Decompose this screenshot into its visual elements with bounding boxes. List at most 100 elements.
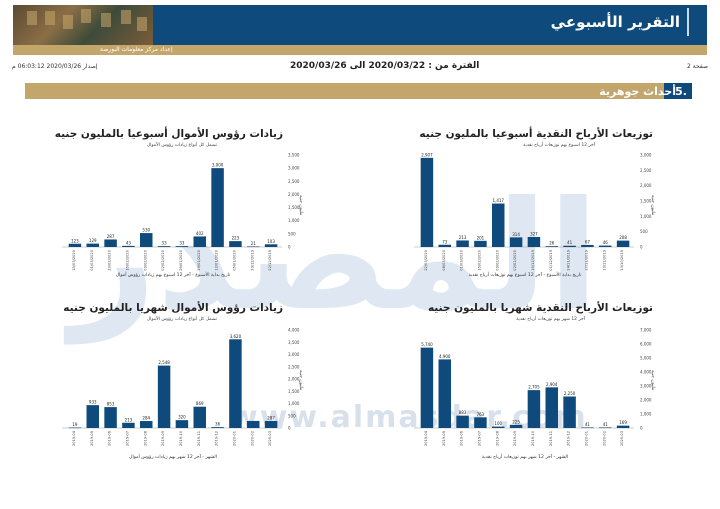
bar-value-label: 287 xyxy=(267,415,275,420)
y-tick-label: 2,000 xyxy=(640,398,652,403)
bar-value-label: 530 xyxy=(142,228,150,233)
bar-value-label: 33 xyxy=(162,241,168,246)
bar-value-label: 36 xyxy=(215,422,221,427)
x-tick-label: 22/12/2019 xyxy=(268,249,272,270)
y-tick-label: 4,000 xyxy=(640,370,652,375)
chart-subtitle: آخر 12 شهر بهم توزيعات أرباح نقدية xyxy=(516,317,585,322)
y-tick-label: 3,000 xyxy=(288,352,300,357)
bar-value-label: 213 xyxy=(125,417,133,422)
x-axis-label: الشهر - آخر 12 شهر بهم توزيعات أرباح نقد… xyxy=(482,453,568,460)
chart-svg: 0 500 1,000 1,500 2,000 2,500 3,000 2,907 22/03/… xyxy=(414,152,652,278)
bar xyxy=(492,203,505,247)
x-tick-label: 2019-12 xyxy=(215,431,219,446)
x-tick-label: 2019-06 xyxy=(108,430,112,446)
x-tick-label: 13/10/2019 xyxy=(620,249,624,270)
bar xyxy=(581,427,594,429)
x-axis-label: الشهر - آخر 12 شهر بهم زيادات رؤوس أموال xyxy=(129,453,217,460)
y-tick-label: 1,000 xyxy=(640,412,652,417)
bar-value-label: 73 xyxy=(442,239,448,244)
bar-value-label: 41 xyxy=(603,422,609,427)
y-tick-label: 2,000 xyxy=(288,377,300,382)
section-number-box xyxy=(664,83,692,99)
bar xyxy=(509,237,523,247)
chart-svg: 0 500 1,000 1,500 2,000 2,500 3,000 3,500 123 15/… xyxy=(62,153,300,278)
x-tick-label: 19/01/2020 xyxy=(197,249,201,270)
y-tick-label: 0 xyxy=(288,426,291,431)
bar-value-label: 2,705 xyxy=(528,385,540,390)
bar-value-label: 287 xyxy=(107,234,115,239)
bar-value-label: 41 xyxy=(585,422,591,427)
bar-value-label: 402 xyxy=(196,231,204,236)
bar xyxy=(545,246,558,247)
bar xyxy=(68,427,82,429)
x-tick-label: 2019-09 xyxy=(513,430,517,446)
section-number: 5. xyxy=(675,85,687,98)
x-axis-label: تاريخ بداية الأسبوع - آخر 12 اسبوع بهم ت… xyxy=(469,271,583,278)
bar-value-label: 100 xyxy=(494,421,502,426)
x-tick-label: 10/11/2019 xyxy=(602,249,606,270)
x-tick-label: 2019-12 xyxy=(567,431,571,446)
y-tick-label: 7,000 xyxy=(640,328,652,333)
bar-value-label: 103 xyxy=(267,239,275,244)
y-tick-label: 3,000 xyxy=(288,166,300,171)
report-period: الفترة من : 2020/03/22 الى 2020/03/26 xyxy=(290,61,480,71)
bar xyxy=(175,246,189,247)
y-tick-label: 1,500 xyxy=(288,389,300,394)
bar xyxy=(456,240,469,247)
y-axis-label: مليون جنيه xyxy=(650,370,655,391)
y-tick-label: 0 xyxy=(640,426,643,431)
bar xyxy=(616,425,630,428)
bar-value-label: 314 xyxy=(512,232,520,237)
bar-value-label: 3,000 xyxy=(212,163,224,168)
x-tick-label: 16/02/2020 xyxy=(125,249,129,270)
bar xyxy=(581,244,594,247)
bar xyxy=(616,240,630,247)
bar xyxy=(420,347,434,428)
y-tick-label: 2,500 xyxy=(640,168,652,173)
chart-panel-monthly-dividends: توزيعات الأرباح النقدية شهريا بالمليون ج… xyxy=(370,300,665,470)
x-tick-label: 24/11/2019 xyxy=(567,249,571,270)
x-tick-label: 02/02/2020 xyxy=(513,249,517,270)
x-tick-label: 2019-07 xyxy=(477,431,481,446)
page-number: صفحة 2 xyxy=(687,63,708,70)
bar-value-label: 869 xyxy=(196,401,204,406)
bar xyxy=(438,244,451,247)
bar-value-label: 129 xyxy=(89,238,97,243)
y-axis-label: مليون جنيه xyxy=(298,370,303,391)
bar xyxy=(193,406,206,428)
bar xyxy=(599,245,612,247)
bar-value-label: 763 xyxy=(477,412,485,417)
y-tick-label: 6,000 xyxy=(640,342,652,347)
bar-value-label: 169 xyxy=(619,420,627,425)
bar xyxy=(140,421,153,428)
x-tick-label: 22/03/2020 xyxy=(424,249,428,270)
y-tick-label: 0 xyxy=(288,245,291,250)
x-tick-label: 2020-01 xyxy=(584,431,588,446)
x-tick-label: 2019-10 xyxy=(179,430,183,446)
bar-value-label: 201 xyxy=(477,235,485,240)
chart-title: زيادات رؤوس الأموال أسبوعيا بالمليون جني… xyxy=(54,128,283,140)
x-tick-label: 29/12/2019 xyxy=(250,249,254,270)
x-tick-label: 15/03/2020 xyxy=(72,249,76,270)
bar xyxy=(86,243,99,247)
x-tick-label: 2019-05 xyxy=(442,431,446,446)
chart-title: زيادات رؤوس الأموال شهريا بالمليون جنيه xyxy=(63,302,283,314)
bar-value-label: 2,548 xyxy=(158,360,170,365)
x-tick-label: 2020-03 xyxy=(268,431,272,446)
x-tick-label: 2020-02 xyxy=(250,431,254,446)
bar-value-label: 2,250 xyxy=(564,391,576,396)
x-tick-label: 2019-08 xyxy=(143,430,147,446)
y-tick-label: 0 xyxy=(640,245,643,250)
y-tick-label: 1,000 xyxy=(640,214,652,219)
y-tick-label: 2,500 xyxy=(288,179,300,184)
bar xyxy=(527,390,541,428)
x-tick-label: 01/12/2019 xyxy=(549,249,553,270)
y-tick-label: 1,000 xyxy=(288,218,300,223)
chart-title: توزيعات الأرباح النقدية أسبوعيا بالمليون… xyxy=(419,128,653,140)
bar xyxy=(438,359,451,428)
bar-value-label: 26 xyxy=(549,241,555,246)
bar-value-label: 213 xyxy=(459,235,467,240)
x-tick-label: 2019-04 xyxy=(72,430,76,446)
header-strip xyxy=(13,45,707,55)
bar xyxy=(157,246,171,247)
